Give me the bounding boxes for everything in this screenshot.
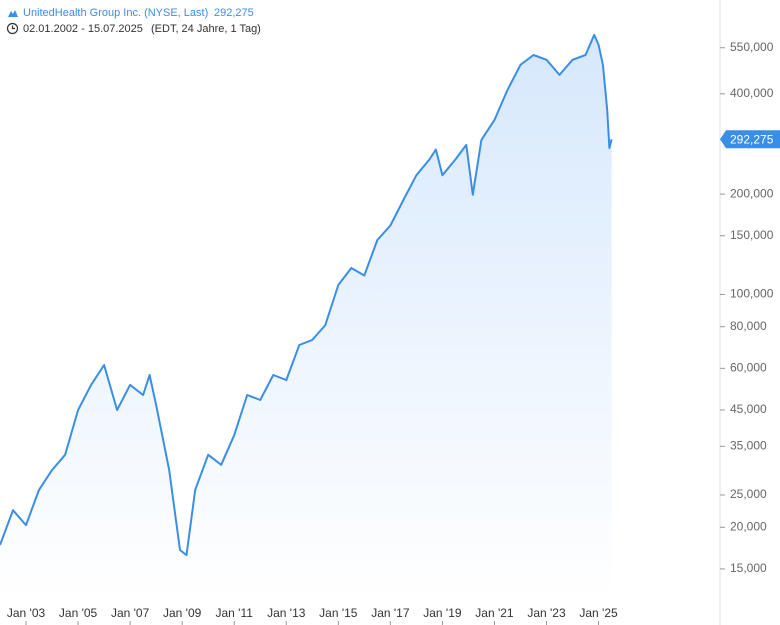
clock-hand [11,25,15,30]
clock-icon [6,22,19,35]
x-tick-label: Jan '13 [267,606,306,620]
y-tick-label: 400,000 [730,86,774,100]
y-tick-label: 35,000 [730,438,767,452]
last-value-tag [720,130,780,149]
y-tick-label: 60,000 [730,360,767,374]
x-tick-label: Jan '07 [111,606,150,620]
x-tick-label: Jan '05 [59,606,98,620]
y-tick-label: 15,000 [730,561,767,575]
y-tick-label: 100,000 [730,287,774,301]
y-tick-label: 150,000 [730,228,774,242]
x-tick-label: Jan '23 [527,606,566,620]
x-tick-label: Jan '25 [579,606,618,620]
chart-icon [8,10,18,17]
x-tick-label: Jan '17 [371,606,410,620]
y-tick-label: 80,000 [730,319,767,333]
date-range: 02.01.2002 - 15.07.2025 [23,23,143,35]
last-value-label: 292,275 [730,132,774,146]
y-tick-label: 550,000 [730,40,774,54]
x-tick-label: Jan '21 [475,606,514,620]
subtitle: (EDT, 24 Jahre, 1 Tag) [151,23,261,35]
x-tick-label: Jan '19 [423,606,462,620]
y-tick-label: 20,000 [730,519,767,533]
price-line [0,33,613,557]
x-tick-label: Jan '03 [7,606,46,620]
y-tick-label: 45,000 [730,402,767,416]
header-last-value: 292,275 [214,7,254,19]
x-tick-label: Jan '15 [319,606,358,620]
area [0,34,612,600]
x-tick-label: Jan '11 [215,606,253,620]
y-tick-label: 25,000 [730,487,767,501]
y-tick-label: 200,000 [730,186,774,200]
x-tick-label: Jan '09 [163,606,202,620]
chart-title: UnitedHealth Group Inc. (NYSE, Last) [23,7,208,19]
